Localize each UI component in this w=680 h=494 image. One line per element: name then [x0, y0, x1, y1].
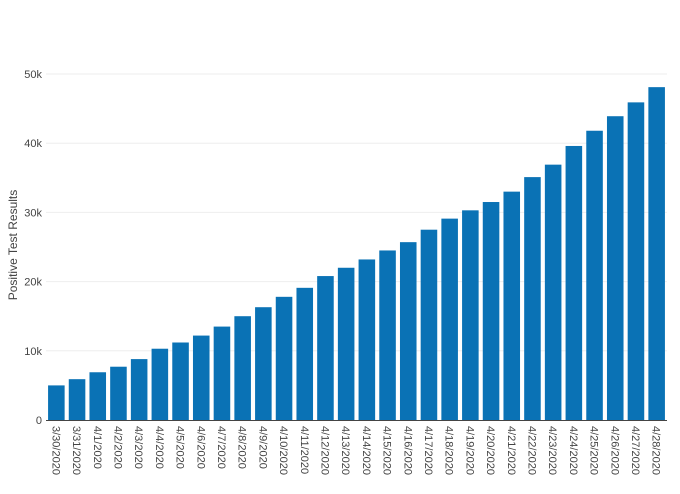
x-tick-label: 4/18/2020: [443, 426, 455, 475]
bar[interactable]: [462, 210, 479, 420]
x-tick-label: 4/22/2020: [525, 426, 537, 475]
bar[interactable]: [606, 116, 624, 420]
bar[interactable]: [48, 385, 65, 420]
x-tick-label: 4/26/2020: [608, 426, 620, 475]
x-tick-label: 4/15/2020: [381, 426, 393, 475]
bar[interactable]: [275, 296, 293, 420]
x-axis-ticks: 3/30/2020 3/31/2020 4/1/2020 4/2/2020 4/3/20…: [49, 426, 661, 475]
bar[interactable]: [234, 316, 251, 420]
x-tick-label: 4/20/2020: [484, 426, 496, 475]
bar[interactable]: [565, 145, 583, 420]
x-tick-label: 4/10/2020: [277, 426, 289, 475]
bar[interactable]: [151, 348, 169, 420]
bars: [48, 87, 665, 420]
x-tick-label: 4/11/2020: [298, 426, 310, 474]
bar[interactable]: [192, 335, 210, 420]
x-tick-label: 4/1/2020: [91, 426, 103, 469]
y-tick-label: 50k: [24, 69, 42, 81]
y-tick-label: 30k: [24, 207, 42, 219]
bar[interactable]: [213, 326, 231, 420]
bar[interactable]: [482, 202, 500, 420]
gridlines: [46, 73, 667, 352]
bar[interactable]: [399, 242, 417, 420]
bar[interactable]: [89, 372, 107, 420]
x-tick-label: 3/30/2020: [49, 426, 61, 475]
x-tick-label: 4/14/2020: [360, 426, 372, 475]
x-tick-label: 4/12/2020: [318, 426, 330, 475]
bar[interactable]: [172, 342, 189, 420]
x-tick-label: 4/9/2020: [256, 426, 268, 469]
x-tick-label: 4/6/2020: [194, 426, 206, 469]
y-tick-label: 10k: [24, 346, 42, 358]
x-tick-label: 4/7/2020: [215, 426, 227, 469]
y-tick-label: 40k: [24, 138, 42, 150]
y-axis-ticks: 0 10k 20k 30k 40k 50k: [24, 69, 42, 427]
bar[interactable]: [503, 191, 521, 420]
y-axis-title: Positive Test Results: [6, 190, 20, 301]
y-tick-label: 20k: [24, 277, 42, 289]
bar[interactable]: [358, 259, 376, 420]
x-tick-label: 4/5/2020: [174, 426, 186, 469]
bar[interactable]: [296, 287, 314, 420]
x-tick-label: 4/25/2020: [588, 426, 600, 475]
x-tick-label: 4/24/2020: [567, 426, 579, 475]
x-tick-label: 4/13/2020: [339, 426, 351, 475]
x-tick-label: 4/19/2020: [463, 426, 475, 475]
x-tick-label: 4/2/2020: [111, 426, 123, 469]
bar[interactable]: [110, 366, 127, 420]
x-tick-label: 4/27/2020: [629, 426, 641, 475]
y-tick-label: 0: [36, 415, 42, 427]
bar[interactable]: [544, 164, 562, 420]
bar[interactable]: [524, 177, 541, 420]
x-tick-label: 3/31/2020: [70, 426, 82, 475]
bar[interactable]: [255, 307, 272, 420]
x-tick-label: 4/8/2020: [236, 426, 248, 469]
bar[interactable]: [648, 87, 665, 420]
x-tick-label: 4/4/2020: [153, 426, 165, 469]
x-tick-label: 4/28/2020: [650, 426, 662, 475]
x-tick-label: 4/21/2020: [505, 426, 517, 475]
x-tick-label: 4/17/2020: [422, 426, 434, 475]
x-tick-label: 4/16/2020: [401, 426, 413, 475]
bar[interactable]: [627, 102, 645, 420]
bar[interactable]: [379, 250, 396, 420]
bar[interactable]: [420, 229, 438, 420]
x-tick-label: 4/3/2020: [132, 426, 144, 469]
bar[interactable]: [130, 359, 148, 420]
bar[interactable]: [68, 379, 86, 420]
bar[interactable]: [441, 218, 458, 420]
bar[interactable]: [337, 267, 355, 420]
bar[interactable]: [317, 276, 334, 420]
bar[interactable]: [586, 130, 603, 420]
x-tick-label: 4/23/2020: [546, 426, 558, 475]
